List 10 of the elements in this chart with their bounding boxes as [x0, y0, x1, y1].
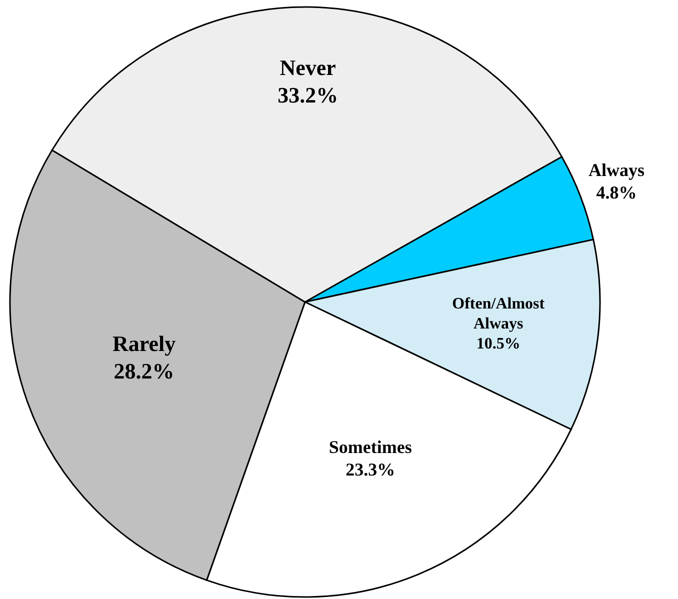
slice-label: Always — [588, 160, 645, 180]
slice-label: Never — [280, 55, 336, 80]
data-label: 28.2% — [114, 358, 174, 384]
data-label: 10.5% — [476, 335, 520, 352]
data-label: 23.3% — [346, 459, 396, 480]
slice-label: Rarely — [112, 331, 176, 356]
data-label: 4.8% — [596, 182, 637, 203]
slice-label: Sometimes — [328, 436, 412, 457]
slice-label: Often/Almost Always — [452, 295, 546, 332]
data-label: 33.2% — [278, 82, 338, 108]
